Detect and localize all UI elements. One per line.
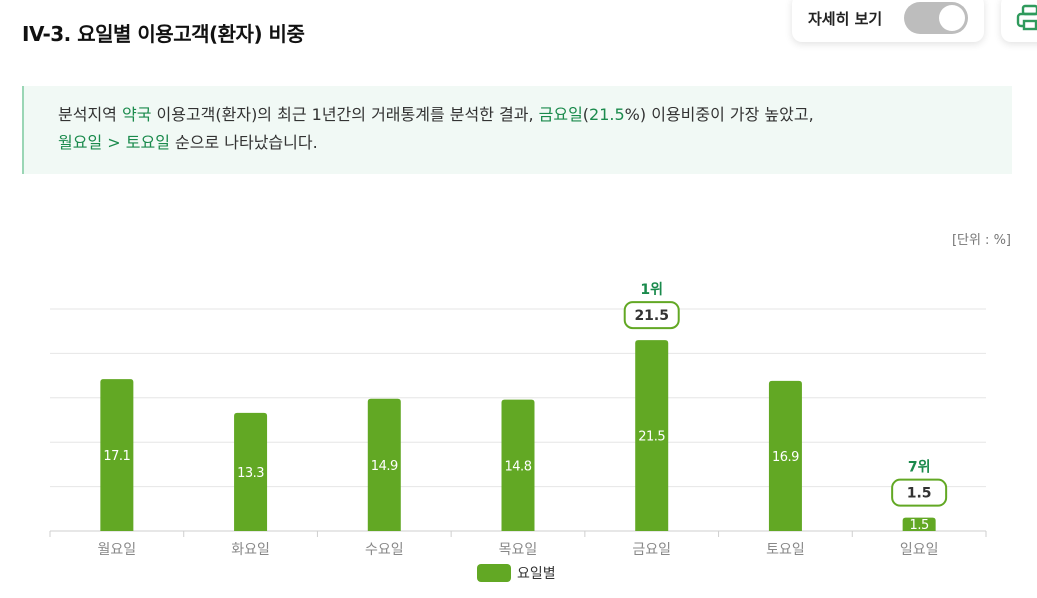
rank-label: 1위 [640, 282, 663, 298]
detail-view-toggle[interactable]: 자세히 보기 [792, 0, 984, 42]
x-tick-label: 화요일 [231, 542, 270, 558]
bar-value-label: 14.8 [505, 459, 532, 474]
detail-toggle-label: 자세히 보기 [808, 9, 883, 28]
page-title: IV-3. 요일별 이용고객(환자) 비중 [22, 22, 305, 46]
summary-highlight-pharmacy: 약국 [121, 105, 152, 124]
bar [902, 517, 936, 531]
summary-highlight-gt: > [102, 133, 126, 152]
x-tick-label: 금요일 [632, 542, 671, 558]
rank-value-box [623, 301, 680, 330]
bar [234, 412, 268, 531]
bar-value-label: 16.9 [772, 450, 799, 465]
summary-text: %) 이용비중이 가장 높았고, [624, 105, 814, 124]
bar-chart: 17.1 월요일 13.3 화요일 14.9 수요일 14.8 목요일 21.5 금요일 16.9 토… [49, 282, 987, 558]
bar [768, 380, 802, 531]
toggle-switch[interactable] [904, 2, 968, 34]
chart-legend[interactable]: 요일별 [477, 563, 556, 583]
summary-text: 이용고객(환자)의 최근 1년간의 거래통계를 분석한 결과, [151, 105, 539, 124]
summary-text: 순으로 나타났습니다. [169, 133, 318, 152]
rank-label: 7위 [908, 460, 931, 476]
summary-highlight-percent: 21.5 [589, 105, 625, 124]
toggle-knob [939, 5, 965, 31]
x-tick-label: 토요일 [766, 542, 805, 558]
summary-text: ( [582, 105, 590, 124]
summary-highlight-monday: 월요일 [58, 133, 103, 152]
summary-highlight-saturday: 토요일 [125, 133, 170, 152]
x-tick-label: 목요일 [499, 542, 538, 558]
unit-label: [단위 : %] [951, 233, 1011, 248]
rank-value-label: 1.5 [907, 486, 932, 502]
summary-highlight-friday: 금요일 [538, 105, 583, 124]
bar-value-label: 13.3 [237, 466, 264, 481]
rank-value-box [891, 478, 948, 507]
print-button[interactable] [1001, 0, 1037, 42]
bar-value-label: 14.9 [371, 459, 398, 474]
legend-swatch [477, 564, 511, 582]
bar [367, 398, 401, 531]
summary-text: 분석지역 [58, 105, 122, 124]
x-tick-label: 일요일 [900, 542, 939, 558]
legend-label: 요일별 [517, 566, 556, 582]
bar-value-label: 1.5 [910, 518, 929, 533]
bar-value-label: 17.1 [103, 449, 130, 464]
print-icon [1016, 4, 1037, 31]
summary-box: 분석지역 약국 이용고객(환자)의 최근 1년간의 거래통계를 분석한 결과, … [22, 86, 1012, 174]
bar [635, 340, 669, 531]
x-tick-label: 수요일 [365, 542, 404, 558]
bar [100, 379, 134, 531]
rank-value-label: 21.5 [634, 308, 669, 324]
x-tick-label: 월요일 [98, 542, 137, 558]
bar [501, 399, 535, 531]
bar-value-label: 21.5 [638, 430, 665, 445]
